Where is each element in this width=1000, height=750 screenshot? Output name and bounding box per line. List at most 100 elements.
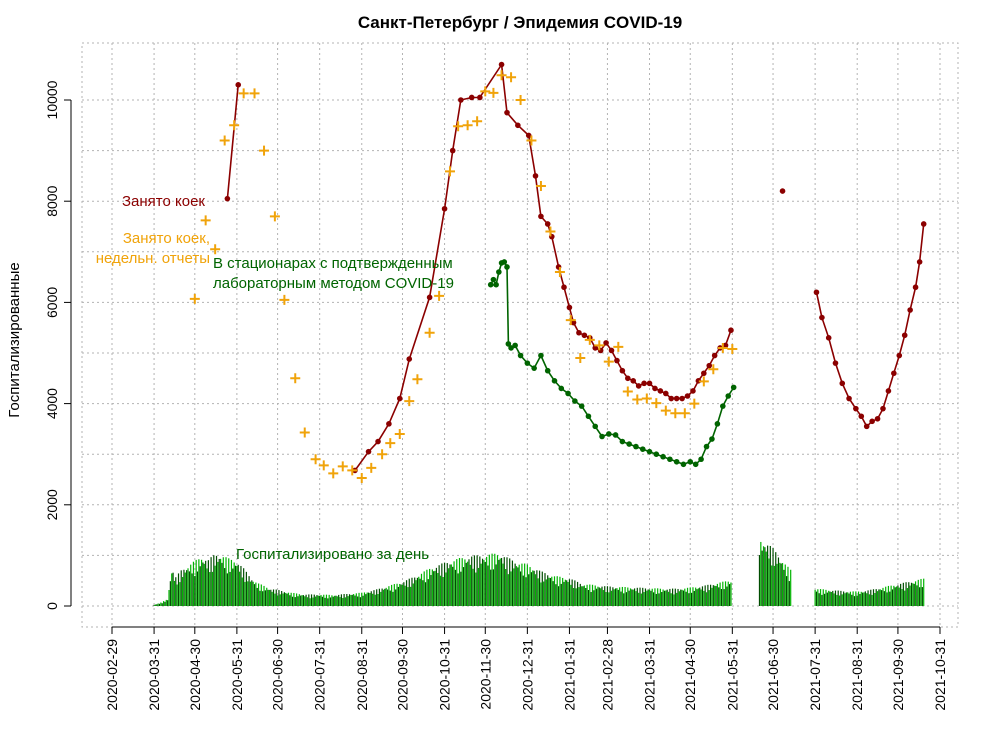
- series-point: [825, 335, 832, 341]
- series-point: [544, 367, 551, 374]
- series-point: [663, 390, 669, 397]
- weekly-point: [337, 461, 348, 472]
- x-tick-label: 2021-08-31: [849, 639, 865, 711]
- label-lab-line1: В стационарах с подтвержденным: [213, 255, 453, 272]
- series-point: [626, 441, 632, 447]
- weekly-point: [200, 215, 211, 226]
- series-point: [578, 403, 585, 409]
- series-point: [779, 188, 786, 194]
- axes: 2020-02-29 2020-03-31 2020-04-30 2020-05-31…: [44, 80, 948, 710]
- weekly-point: [472, 116, 483, 127]
- weekly-point: [622, 386, 633, 397]
- x-tick-label: 2021-05-31: [724, 639, 740, 711]
- series-point: [869, 418, 875, 425]
- series-point: [508, 345, 514, 351]
- series-point: [490, 276, 497, 283]
- weekly-point: [259, 145, 270, 156]
- weekly-point: [594, 340, 605, 351]
- weekly-point: [727, 343, 738, 354]
- series-point: [581, 332, 588, 339]
- x-tick-label: 2020-11-30: [477, 639, 493, 710]
- series-point: [386, 421, 392, 427]
- series-point: [709, 436, 715, 442]
- series-point: [720, 403, 726, 409]
- weekly-point: [434, 290, 445, 301]
- x-tick-label: 2020-12-31: [519, 639, 535, 711]
- series-point: [653, 451, 660, 458]
- series-point: [504, 109, 510, 116]
- series-point: [606, 431, 612, 437]
- series-point: [901, 332, 908, 339]
- series-layer: [189, 61, 927, 483]
- series-point: [487, 281, 494, 288]
- series-point: [566, 304, 573, 311]
- weekly-point: [210, 244, 221, 255]
- series-point: [711, 352, 718, 359]
- label-lab-line2: лабораторным методом COVID-19: [213, 275, 454, 292]
- series-point: [565, 390, 571, 397]
- x-tick-label: 2020-02-29: [104, 639, 120, 711]
- series-point: [646, 380, 653, 387]
- series-point: [592, 423, 599, 430]
- series-point: [722, 342, 729, 349]
- series-point: [819, 314, 825, 321]
- series-point: [375, 438, 381, 445]
- series-occupied: [224, 61, 927, 474]
- x-tick-label: 2020-06-30: [270, 639, 286, 711]
- series-point: [891, 370, 897, 377]
- series-point: [396, 395, 403, 402]
- weekly-point: [290, 373, 301, 384]
- series-point: [880, 405, 886, 412]
- weekly-point: [328, 468, 339, 479]
- y-tick-label: 8000: [44, 185, 60, 216]
- series-point: [525, 132, 532, 139]
- series-point: [493, 281, 499, 288]
- weekly-point: [424, 327, 435, 338]
- series-point: [524, 360, 531, 366]
- weekly-point: [545, 226, 556, 237]
- series-point: [406, 356, 413, 362]
- series-point: [505, 341, 512, 347]
- series-point: [652, 385, 658, 392]
- series-point: [667, 456, 673, 463]
- series-point: [907, 307, 913, 313]
- weekly-point: [515, 95, 526, 105]
- weekly-point: [554, 267, 565, 278]
- series-point: [630, 378, 637, 384]
- series-lab: [487, 259, 737, 468]
- daily-hospitalized-bars: [153, 541, 925, 606]
- weekly-point: [347, 465, 358, 476]
- grid: [81, 42, 959, 628]
- x-tick-label: 2021-10-31: [932, 639, 948, 711]
- weekly-point: [377, 449, 388, 460]
- x-tick-label: 2021-07-31: [807, 639, 823, 711]
- weekly-point: [506, 72, 517, 83]
- series-point: [576, 329, 582, 336]
- series-point: [441, 205, 448, 212]
- weekly-point: [584, 334, 595, 345]
- weekly-point: [535, 181, 546, 192]
- series-point: [224, 195, 231, 202]
- weekly-point: [219, 135, 230, 146]
- series-point: [235, 82, 242, 88]
- weekly-point: [496, 70, 507, 81]
- series-point: [635, 383, 642, 389]
- y-tick-label: 2000: [44, 489, 60, 520]
- series-point: [517, 352, 524, 359]
- series-point: [531, 365, 537, 371]
- weekly-point: [526, 135, 537, 146]
- series-point: [585, 413, 592, 420]
- series-point: [668, 395, 675, 402]
- x-tick-label: 2021-09-30: [890, 639, 906, 711]
- series-point: [698, 456, 704, 463]
- weekly-point: [717, 342, 728, 353]
- series-point: [858, 413, 865, 420]
- series-point: [912, 284, 919, 291]
- weekly-point: [488, 87, 499, 98]
- series-point: [538, 213, 544, 220]
- label-bars: Госпитализировано за день: [236, 546, 429, 563]
- series-point: [646, 448, 653, 455]
- series-point: [706, 362, 713, 369]
- weekly-point: [385, 438, 396, 449]
